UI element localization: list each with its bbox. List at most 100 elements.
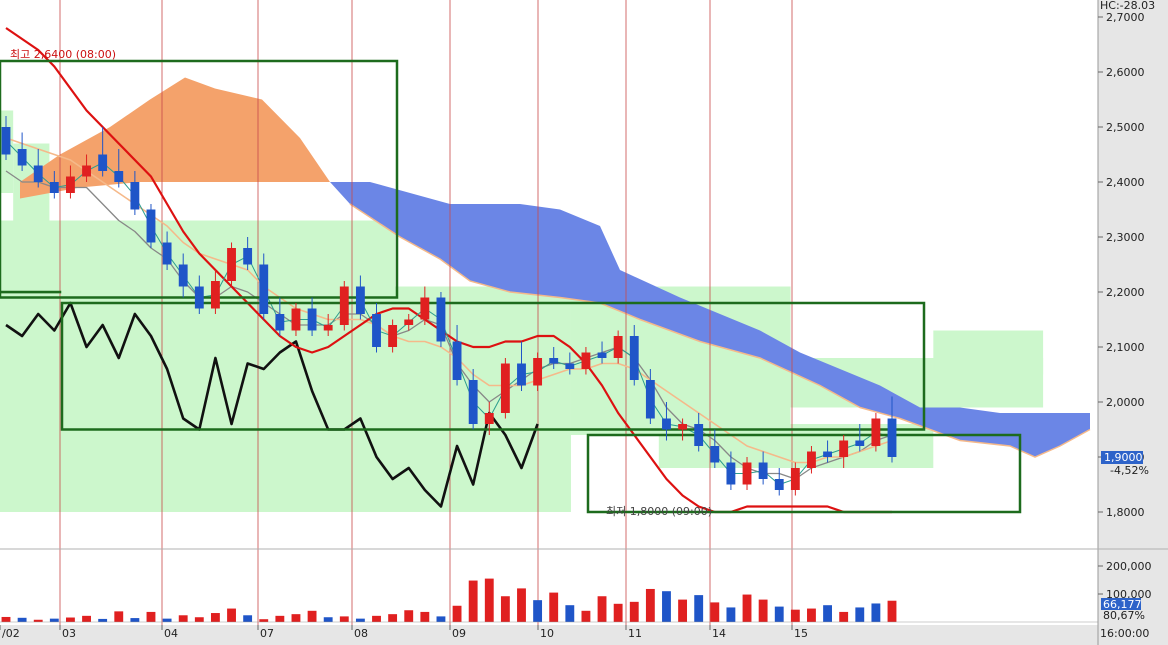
candle-body [774,479,784,490]
volume-bar [484,578,494,622]
volume-bar [694,595,704,622]
price-tick-label: 1,8000 [1106,506,1145,519]
volume-bar [742,594,752,622]
volume-bar [662,591,671,622]
candle-body [146,209,156,243]
candle-body [436,297,446,342]
price-tick-label: 2,7000 [1106,11,1145,24]
candle-body [307,308,317,331]
volume-bar [388,614,398,622]
volume-bar [146,611,156,622]
volume-bar [291,614,301,622]
candle-body [178,264,188,287]
low-annotation: 최저 1,8000 (09:00) [606,505,712,518]
volume-tick-label: 100,000 [1106,588,1152,601]
candle-body [291,308,301,331]
line-chikou [5,301,539,508]
volume-bar [420,611,430,622]
candle-body [227,248,236,281]
current-volume-tag [1101,598,1141,610]
volume-bar [726,607,736,622]
current-volume-pct: 80,67% [1103,609,1145,622]
candle-body [678,424,688,430]
candle-body [694,424,704,446]
candle-body [114,171,124,182]
current-price-tag [1101,451,1143,464]
date-tick-label: 15 [794,627,808,640]
date-tick-label: 08 [354,627,368,640]
candle-body [662,418,671,430]
candle-body [33,165,43,182]
volume-bar [17,617,27,622]
candle-body [194,286,204,309]
volume-bar [807,608,816,622]
volume-bar [678,599,688,622]
candle-body [758,462,768,479]
volume-bar [114,611,124,622]
volume-bar [82,615,91,622]
candle-body [98,154,108,171]
candle-body [243,248,253,265]
date-tick-label: 07 [260,627,274,640]
current-price-label: 1,9000 [1104,451,1143,464]
candle-body [162,242,172,265]
date-tick-label: 09 [452,627,466,640]
bottom-axis-bg [0,625,1098,645]
candle-body [645,380,655,419]
candle-body [726,462,736,485]
volume-bar [855,607,865,622]
candle-body [517,363,526,386]
candle-body [887,418,897,457]
volume-bar [565,605,575,622]
volume-bar [98,618,108,622]
volume-bar [339,616,349,622]
volume-bar [355,618,365,622]
volume-bar [629,601,639,622]
support-zone [0,286,571,512]
volume-bar [275,615,285,622]
volume-bar [259,619,269,622]
volume-bar [210,613,220,622]
candle-body [355,286,365,314]
volume-bar [130,618,140,622]
corner-label: HC:-28.03 [1100,0,1155,12]
candle-body [581,352,591,369]
price-tick-label: 2,2000 [1106,286,1145,299]
current-price-change: -4,52% [1110,464,1149,477]
volume-bar [436,616,446,622]
volume-bar [581,610,591,622]
date-tick-label: /02 [2,627,20,640]
volume-bar [887,600,897,622]
candle-body [82,165,91,177]
volume-bar [517,588,526,622]
volume-bar [227,608,236,622]
candle-body [259,264,269,314]
volume-bar [533,600,543,622]
candle-body [130,182,140,210]
volume-bar [66,617,75,622]
candle-body [484,413,494,424]
candle-body [629,336,639,380]
volume-bar [49,618,59,622]
volume-bar [871,603,881,622]
volume-bar [710,602,720,622]
time-label: 16:00:00 [1100,627,1149,640]
volume-bar [823,605,832,622]
support-zone [658,424,934,468]
candle-body [597,352,607,358]
candle-body [420,297,430,320]
price-tick-label: 2,5000 [1106,121,1145,134]
candle-body [323,325,333,331]
volume-bar [758,599,768,622]
volume-bar [452,605,462,622]
price-axis-ticks: 2,7000 2,6000 2,5000 2,4000 2,3000 2,2000 2,10… [1098,11,1145,519]
candle-body [823,451,832,457]
volume-bar [1,616,11,622]
date-axis: /02 03 04 07 08 09 10 11 14 15 [0,625,808,640]
volume-bar [839,611,849,622]
date-tick-label: 03 [62,627,76,640]
candle-body [372,314,381,347]
volume-pane-bg [0,550,1098,625]
annotations: 최고 2,6400 (08:00) 최저 1,8000 (09:00) [10,48,712,518]
